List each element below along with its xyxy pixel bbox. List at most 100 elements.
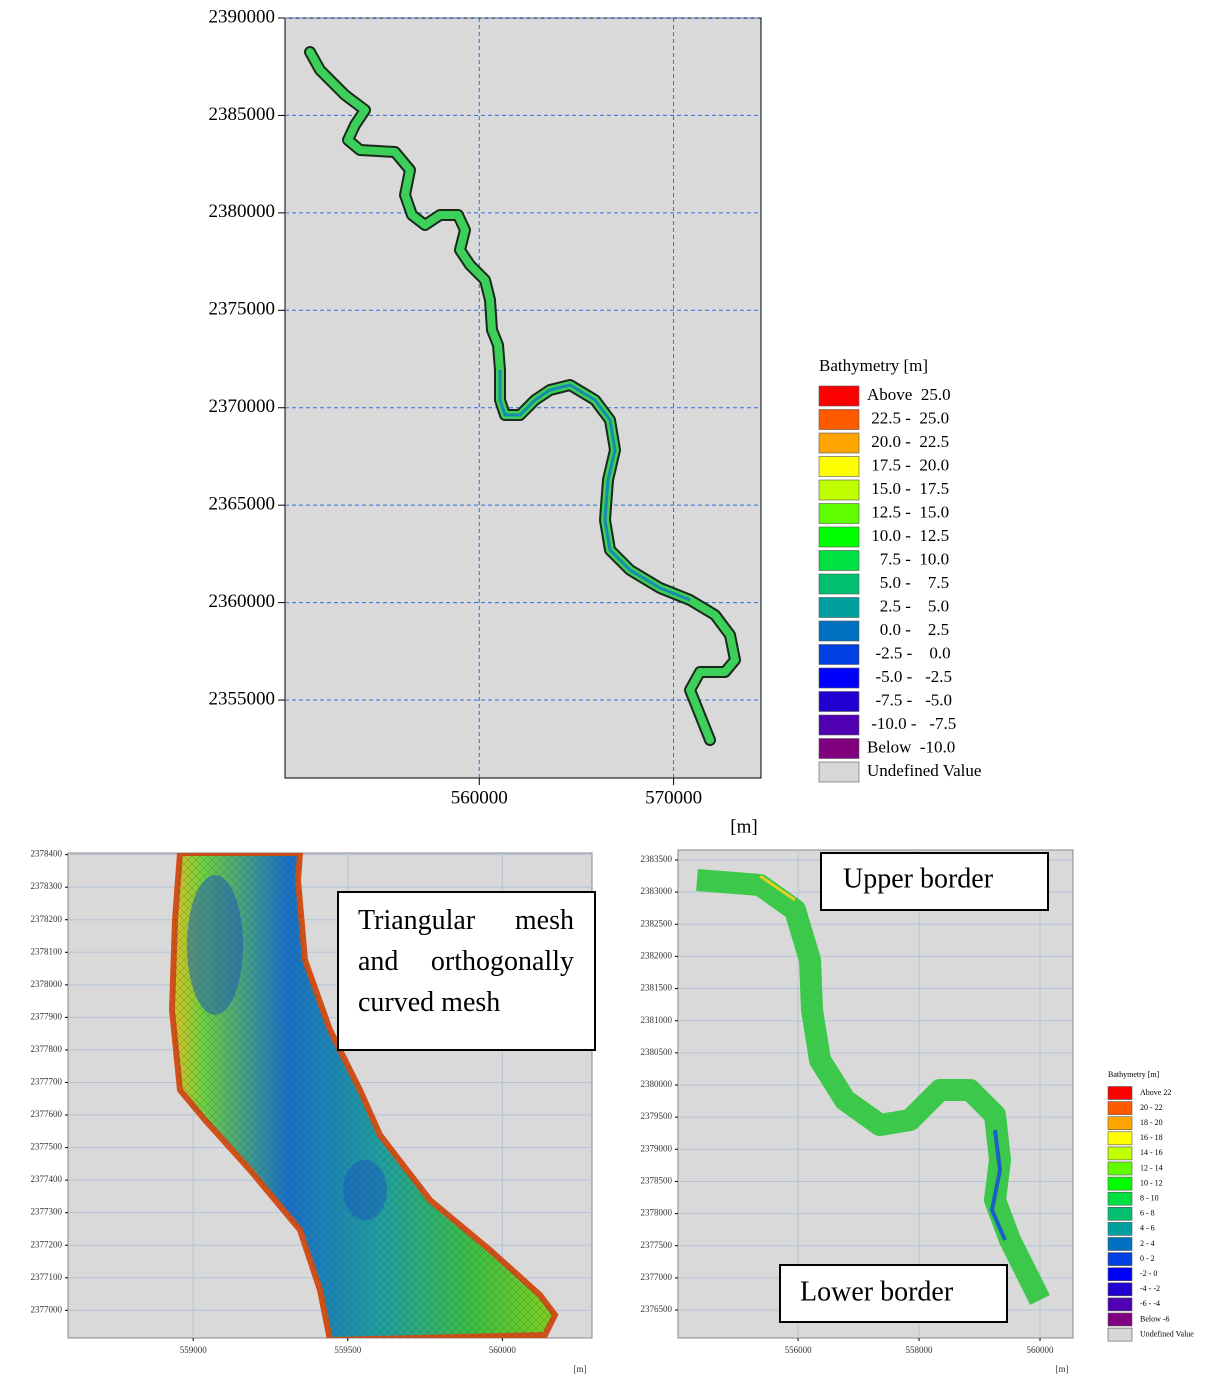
- river-bank: [759, 874, 796, 902]
- river-main: [304, 46, 741, 746]
- annotation-boxes: Triangular mesh and orthogonally curved …: [337, 852, 1049, 1323]
- y-tick-label: 2382000: [641, 950, 673, 960]
- legend-label: 20.0 - 22.5: [867, 432, 949, 451]
- legend-swatch: [1107, 1176, 1133, 1191]
- legend-swatch: [818, 573, 860, 595]
- river-channel: [498, 370, 691, 602]
- legend-label: Below -6: [1140, 1314, 1170, 1323]
- legend-label: 12.5 - 15.0: [867, 502, 949, 521]
- legend-swatch: [1107, 1086, 1133, 1100]
- x-tick-label: 560000: [489, 1345, 517, 1355]
- y-tick-label: 2375000: [209, 299, 276, 320]
- legend-label: 2.5 - 5.0: [867, 596, 949, 615]
- legend-label: 7.5 - 10.0: [867, 549, 949, 568]
- y-tick-label: 2377300: [31, 1207, 63, 1217]
- y-tick-label: 2381500: [641, 983, 673, 993]
- legend-label: 8 - 10: [1140, 1194, 1159, 1203]
- y-tick-label: 2355000: [209, 688, 276, 709]
- legend-label: -2 - 0: [1140, 1269, 1157, 1278]
- y-tick-label: 2370000: [209, 396, 276, 417]
- legend-label: 4 - 6: [1140, 1224, 1155, 1233]
- legend-label: -2.5 - 0.0: [867, 643, 951, 662]
- x-tick-label: 556000: [785, 1345, 813, 1355]
- y-tick-label: 2379000: [641, 1143, 673, 1153]
- river-detail: [696, 869, 1050, 1305]
- legend-swatch: [818, 503, 860, 524]
- y-tick-label: 2360000: [209, 591, 276, 612]
- legend-swatch: [818, 432, 860, 454]
- river: [696, 869, 1050, 1305]
- legend-swatch: [818, 667, 860, 689]
- legend-swatch: [818, 550, 860, 571]
- legend-label: 14 - 16: [1140, 1148, 1163, 1157]
- legend-label: -6 - -4: [1140, 1299, 1160, 1308]
- legend-label: 10 - 12: [1140, 1178, 1163, 1187]
- legend-label: 12 - 14: [1140, 1163, 1163, 1172]
- river-channel: [989, 1129, 1007, 1241]
- legend-label: 6 - 8: [1140, 1209, 1155, 1218]
- axes: 2355000 2360000 2365000 2370000 2375000 23800…: [31, 6, 1195, 1374]
- legend-swatch: [818, 385, 860, 407]
- y-tick-label: 2380000: [641, 1079, 673, 1089]
- y-tick-label: 2377000: [31, 1304, 63, 1314]
- legend-swatch: [818, 761, 860, 783]
- y-tick-label: 2377400: [31, 1174, 63, 1184]
- y-tick-label: 2377000: [641, 1272, 673, 1282]
- y-tick-label: 2379500: [641, 1111, 673, 1121]
- legend-label: Undefined Value: [867, 761, 981, 780]
- legend-label: 15.0 - 17.5: [867, 479, 949, 498]
- annotation-text: Triangular mesh and orthogonally curved …: [358, 905, 574, 1018]
- legend-label: Above 22: [1140, 1088, 1171, 1097]
- legend-label: -7.5 - -5.0: [867, 690, 952, 709]
- annotation: Upper border: [843, 863, 994, 894]
- legend-label: -5.0 - -2.5: [867, 667, 952, 686]
- y-tick-label: 2377100: [31, 1272, 63, 1282]
- x-tick-label: 560000: [1027, 1345, 1055, 1355]
- legend-swatch: [1107, 1312, 1133, 1327]
- legend-label: 0.0 - 2.5: [867, 620, 949, 639]
- x-tick-label: 560000: [451, 787, 508, 808]
- x-tick-label: 570000: [645, 787, 702, 808]
- deep-area: [187, 875, 243, 1015]
- legend-swatch: [1107, 1222, 1133, 1236]
- legend-label: 0 - 2: [1140, 1254, 1155, 1263]
- legend-label: 18 - 20: [1140, 1118, 1163, 1127]
- legend-swatch: [1107, 1267, 1133, 1281]
- y-tick-label: 2377800: [31, 1044, 63, 1054]
- legend-label: 20 - 22: [1140, 1103, 1163, 1112]
- legend-swatch: [818, 479, 860, 501]
- y-tick-label: 2378000: [31, 979, 63, 989]
- legend-label: 22.5 - 25.0: [867, 408, 949, 427]
- y-tick-label: 2390000: [209, 6, 276, 27]
- legend-swatch: [1107, 1116, 1133, 1130]
- legend-swatch: [1107, 1131, 1133, 1146]
- y-tick-label: 2377500: [31, 1142, 63, 1152]
- y-tick-label: 2385000: [209, 104, 276, 125]
- legend-label: 5.0 - 7.5: [867, 573, 949, 592]
- legend-swatch: [818, 526, 860, 548]
- y-tick-label: 2377700: [31, 1077, 63, 1087]
- legend-swatch: [1107, 1101, 1133, 1115]
- legend-swatch: [818, 644, 860, 665]
- y-tick-label: 2377500: [641, 1240, 673, 1250]
- legend-swatch: [1107, 1327, 1133, 1342]
- y-tick-label: 2376500: [641, 1304, 673, 1314]
- legend-label: 16 - 18: [1140, 1133, 1163, 1142]
- annotation-box: [820, 852, 1049, 911]
- legend-label: 17.5 - 20.0: [867, 455, 949, 474]
- legend-label: Below -10.0: [867, 737, 955, 756]
- y-tick-label: 2383000: [641, 886, 673, 896]
- deep-area: [343, 1160, 387, 1220]
- y-tick-label: 2380500: [641, 1047, 673, 1057]
- legend-swatch: [818, 456, 860, 477]
- legend-title: Bathymetry [m]: [1108, 1070, 1160, 1079]
- legend-swatch: [1107, 1161, 1133, 1176]
- y-tick-label: 2381000: [641, 1015, 673, 1025]
- y-tick-label: 2378400: [31, 849, 63, 859]
- legend-swatch: [1107, 1282, 1133, 1297]
- legend-title: Bathymetry [m]: [819, 356, 928, 375]
- y-tick-label: 2378100: [31, 946, 63, 956]
- legend-swatch: [1107, 1297, 1133, 1312]
- x-axis-label: [m]: [730, 816, 757, 837]
- legend-swatch: [1107, 1237, 1133, 1251]
